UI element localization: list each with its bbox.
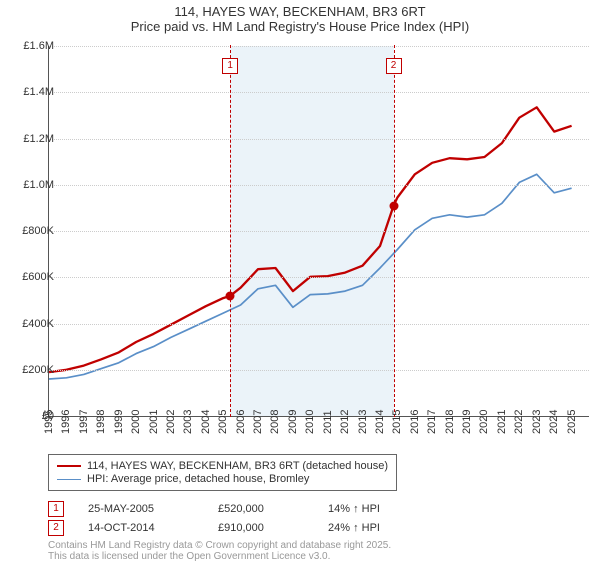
chart-title-line1: 114, HAYES WAY, BECKENHAM, BR3 6RT <box>0 4 600 19</box>
x-axis-label: 2025 <box>566 410 578 434</box>
x-axis-label: 2006 <box>235 410 247 434</box>
x-axis-label: 1996 <box>60 410 72 434</box>
footer-line1: Contains HM Land Registry data © Crown c… <box>48 540 391 551</box>
sale-point <box>389 201 398 210</box>
x-axis-label: 1995 <box>43 410 55 434</box>
y-axis-label: £600K <box>22 271 54 283</box>
sale-index-box: 1 <box>48 501 64 517</box>
footer-line2: This data is licensed under the Open Gov… <box>48 551 391 562</box>
gridline-h <box>49 46 589 47</box>
gridline-h <box>49 370 589 371</box>
y-axis-label: £1.2M <box>23 133 54 145</box>
y-axis-label: £1.4M <box>23 86 54 98</box>
legend-swatch <box>57 465 81 467</box>
x-axis-label: 2001 <box>148 410 160 434</box>
sale-date: 14-OCT-2014 <box>88 522 218 534</box>
sale-pct: 14% ↑ HPI <box>328 503 438 515</box>
x-axis-label: 2015 <box>391 410 403 434</box>
gridline-h <box>49 185 589 186</box>
sale-vline <box>230 45 231 417</box>
sales-table: 1 25-MAY-2005£520,00014% ↑ HPI 2 14-OCT-201… <box>48 498 438 539</box>
x-axis-label: 2008 <box>269 410 281 434</box>
x-axis-label: 2023 <box>531 410 543 434</box>
x-axis-label: 2021 <box>496 410 508 434</box>
x-axis-label: 2020 <box>478 410 490 434</box>
x-axis-label: 2000 <box>130 410 142 434</box>
x-axis-label: 2005 <box>217 410 229 434</box>
x-axis-label: 2024 <box>548 410 560 434</box>
y-axis-label: £400K <box>22 318 54 330</box>
x-axis-label: 2010 <box>304 410 316 434</box>
y-axis-label: £1.6M <box>23 40 54 52</box>
sale-point <box>226 291 235 300</box>
sale-row: 1 25-MAY-2005£520,00014% ↑ HPI <box>48 501 438 517</box>
x-axis-label: 2009 <box>287 410 299 434</box>
y-axis-label: £1.0M <box>23 179 54 191</box>
x-axis-label: 1997 <box>78 410 90 434</box>
x-axis-label: 2019 <box>461 410 473 434</box>
y-axis-label: £800K <box>22 225 54 237</box>
chart-plot-area: 12 <box>48 46 589 417</box>
x-axis-label: 2014 <box>374 410 386 434</box>
gridline-h <box>49 277 589 278</box>
footer-attribution: Contains HM Land Registry data © Crown c… <box>48 540 391 562</box>
sale-row: 2 14-OCT-2014£910,00024% ↑ HPI <box>48 520 438 536</box>
sale-pct: 24% ↑ HPI <box>328 522 438 534</box>
sale-vline <box>394 45 395 417</box>
x-axis-label: 1999 <box>113 410 125 434</box>
legend-box: 114, HAYES WAY, BECKENHAM, BR3 6RT (deta… <box>48 454 397 491</box>
gridline-h <box>49 92 589 93</box>
sale-date: 25-MAY-2005 <box>88 503 218 515</box>
chart-title-line2: Price paid vs. HM Land Registry's House … <box>0 19 600 34</box>
legend-label: HPI: Average price, detached house, Brom… <box>87 473 309 485</box>
sale-price: £520,000 <box>218 503 328 515</box>
x-axis-label: 2011 <box>322 410 334 434</box>
x-axis-label: 2016 <box>409 410 421 434</box>
gridline-h <box>49 139 589 140</box>
legend-row: 114, HAYES WAY, BECKENHAM, BR3 6RT (deta… <box>57 460 388 472</box>
x-axis-label: 2018 <box>444 410 456 434</box>
x-axis-label: 2013 <box>357 410 369 434</box>
x-axis-label: 2002 <box>165 410 177 434</box>
legend-swatch <box>57 479 81 480</box>
sale-marker: 1 <box>222 58 238 74</box>
gridline-h <box>49 231 589 232</box>
series-line <box>49 107 572 372</box>
legend-row: HPI: Average price, detached house, Brom… <box>57 473 388 485</box>
x-axis-label: 2012 <box>339 410 351 434</box>
sale-marker: 2 <box>386 58 402 74</box>
legend-label: 114, HAYES WAY, BECKENHAM, BR3 6RT (deta… <box>87 460 388 472</box>
x-axis-label: 2003 <box>182 410 194 434</box>
x-axis-label: 2004 <box>200 410 212 434</box>
sale-price: £910,000 <box>218 522 328 534</box>
x-axis-label: 1998 <box>95 410 107 434</box>
y-axis-label: £200K <box>22 364 54 376</box>
x-axis-label: 2007 <box>252 410 264 434</box>
x-axis-label: 2022 <box>513 410 525 434</box>
gridline-h <box>49 324 589 325</box>
sale-index-box: 2 <box>48 520 64 536</box>
x-axis-label: 2017 <box>426 410 438 434</box>
